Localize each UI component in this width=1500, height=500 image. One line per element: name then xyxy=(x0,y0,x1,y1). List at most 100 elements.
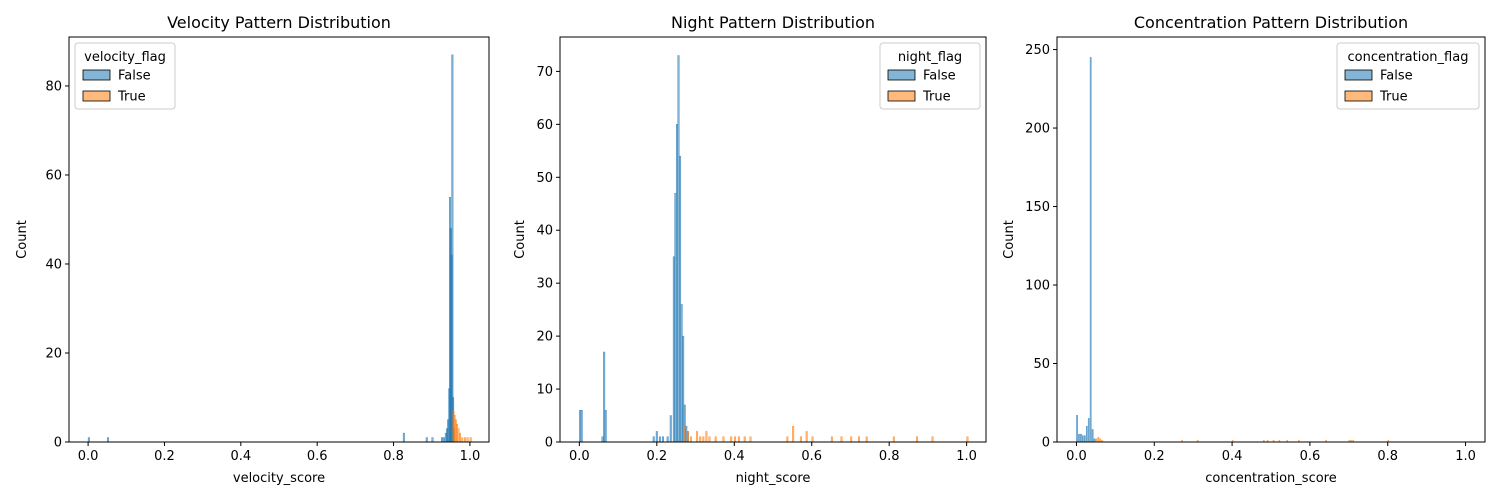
bar-false-8 xyxy=(662,436,664,443)
y-tick-label: 80 xyxy=(45,79,62,94)
x-tick-label: 0.4 xyxy=(230,449,251,464)
y-axis-label: Count xyxy=(513,220,528,259)
bar-true-25 xyxy=(892,436,895,443)
bar-true-27 xyxy=(931,436,934,443)
bar-false-7 xyxy=(658,436,661,443)
bar-false-10 xyxy=(669,415,672,443)
y-tick-label: 60 xyxy=(45,168,62,183)
bar-false-8 xyxy=(1091,429,1094,443)
legend-label-false: False xyxy=(118,69,151,84)
legend-swatch-false xyxy=(82,69,111,81)
y-tick-label: 100 xyxy=(1025,279,1050,294)
bar-true-4 xyxy=(699,436,702,443)
y-tick-label: 40 xyxy=(45,257,62,272)
x-tick-label: 1.0 xyxy=(460,449,481,464)
bar-false-5 xyxy=(1085,426,1088,443)
x-tick-label: 0.8 xyxy=(879,449,900,464)
x-tick-label: 0.6 xyxy=(307,449,328,464)
legend-label-false: False xyxy=(1380,69,1413,84)
bar-false-3 xyxy=(425,437,428,443)
bar-false-6 xyxy=(655,431,658,443)
x-tick-label: 0.2 xyxy=(646,449,667,464)
bar-false-1 xyxy=(580,410,583,443)
bar-true-28 xyxy=(966,436,969,443)
bar-true-24 xyxy=(865,436,868,443)
bar-false-14 xyxy=(451,54,454,443)
y-axis-label: Count xyxy=(15,220,30,259)
bar-false-4 xyxy=(431,437,434,443)
bar-false-13 xyxy=(675,124,678,443)
x-tick-label: 0.6 xyxy=(801,449,822,464)
bar-true-18 xyxy=(805,431,808,443)
x-tick-label: 0.0 xyxy=(569,449,590,464)
bar-true-3 xyxy=(455,424,458,443)
legend-swatch-false xyxy=(887,69,916,81)
x-tick-label: 0.0 xyxy=(1066,449,1087,464)
bar-true-8 xyxy=(714,436,717,443)
bar-true-6 xyxy=(461,437,464,443)
y-tick-label: 10 xyxy=(536,383,553,398)
chart-3: 0.0 0.2 0.4 0.6 0.8 1.0 0 50 100 150 200 250 Concent… xyxy=(1002,13,1486,486)
x-tick-label: 1.0 xyxy=(1455,449,1476,464)
chart-title: Concentration Pattern Distribution xyxy=(1134,13,1408,32)
bar-false-12 xyxy=(674,192,677,443)
bar-true-21 xyxy=(840,436,843,443)
chart-title: Night Pattern Distribution xyxy=(671,13,875,32)
bar-false-7 xyxy=(1089,57,1092,443)
x-tick-label: 0.8 xyxy=(383,449,404,464)
chart-title: Velocity Pattern Distribution xyxy=(167,13,391,32)
bar-false-6 xyxy=(442,437,445,443)
bar-false-1 xyxy=(106,437,109,443)
legend: night_flag False True xyxy=(879,42,981,110)
bar-true-5 xyxy=(459,432,461,443)
bar-false-0 xyxy=(1076,415,1078,443)
bar-false-17 xyxy=(682,335,685,443)
y-tick-label: 150 xyxy=(1025,200,1050,215)
y-tick-label: 250 xyxy=(1025,43,1050,58)
bar-true-3 xyxy=(696,431,699,443)
bar-true-20 xyxy=(830,436,833,443)
bar-false-2 xyxy=(601,436,604,443)
bar-false-1 xyxy=(1078,433,1080,443)
legend-swatch-true xyxy=(887,90,916,102)
legend-title: night_flag xyxy=(898,50,962,65)
bar-false-0 xyxy=(87,437,90,443)
y-tick-label: 50 xyxy=(536,171,553,186)
bar-true-1 xyxy=(686,431,689,443)
bar-false-4 xyxy=(1084,435,1086,443)
y-tick-label: 60 xyxy=(536,118,553,133)
plot-frame xyxy=(68,36,490,443)
x-tick-label: 0.6 xyxy=(1300,449,1321,464)
bar-false-2 xyxy=(1080,433,1082,443)
bar-false-11 xyxy=(672,256,675,443)
bar-true-0 xyxy=(683,425,686,443)
bar-true-13 xyxy=(743,436,746,443)
y-tick-label: 30 xyxy=(536,277,553,292)
plot-frame xyxy=(559,36,987,443)
legend: concentration_flag False True xyxy=(1336,42,1480,110)
x-tick-label: 0.4 xyxy=(724,449,745,464)
legend-label-true: True xyxy=(1379,90,1408,105)
bar-false-9 xyxy=(666,436,669,443)
bar-true-9 xyxy=(722,436,725,443)
y-tick-label: 50 xyxy=(1033,357,1050,372)
bar-true-1 xyxy=(1097,437,1100,443)
bar-true-15 xyxy=(786,436,789,443)
legend-title: concentration_flag xyxy=(1348,50,1469,65)
y-tick-label: 0 xyxy=(1042,436,1050,451)
legend-label-false: False xyxy=(923,69,956,84)
bar-true-26 xyxy=(916,436,919,443)
bar-false-4 xyxy=(604,410,607,443)
bar-true-7 xyxy=(708,436,711,443)
x-tick-label: 1.0 xyxy=(956,449,977,464)
bar-true-23 xyxy=(858,436,860,443)
bar-false-14 xyxy=(677,55,680,443)
y-tick-label: 20 xyxy=(536,330,553,345)
bar-true-5 xyxy=(702,436,705,443)
x-tick-label: 0.8 xyxy=(1377,449,1398,464)
bar-true-16 xyxy=(792,425,795,443)
bar-false-3 xyxy=(603,351,606,443)
legend-box xyxy=(1336,42,1480,110)
x-axis-label: night_score xyxy=(736,471,811,486)
